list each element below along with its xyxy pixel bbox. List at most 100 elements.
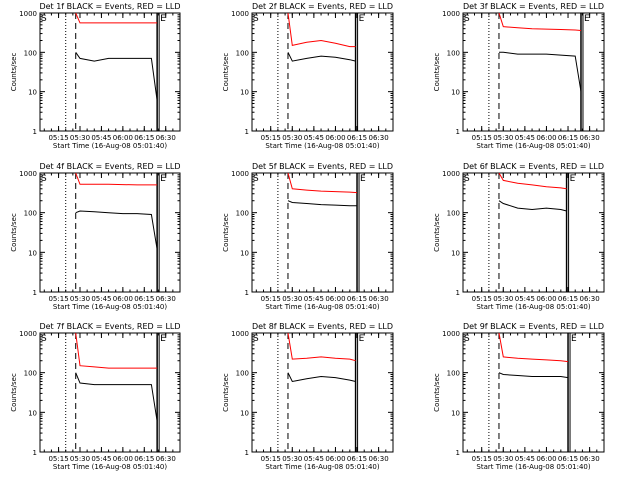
lld-series-line xyxy=(498,333,569,363)
x-axis-label: Start Time (16-Aug-08 05:01:40) xyxy=(53,303,167,311)
y-tick-label: 100 xyxy=(447,49,460,57)
x-axis-label: Start Time (16-Aug-08 05:01:40) xyxy=(265,303,379,311)
x-tick-label: 06:30 xyxy=(156,134,176,142)
y-axis-label: Counts/sec xyxy=(433,53,441,92)
y-tick-label: 100 xyxy=(236,210,249,218)
x-tick-label: 06:15 xyxy=(347,295,367,303)
x-tick-label: 05:30 xyxy=(282,295,302,303)
lld-series-line xyxy=(287,333,356,362)
y-tick-label: 1 xyxy=(245,449,249,457)
y-tick-label: 1 xyxy=(456,128,460,136)
y-tick-label: 10 xyxy=(240,249,249,257)
y-axis-label: Counts/sec xyxy=(10,53,18,92)
panel-title: Det 1f BLACK = Events, RED = LLD xyxy=(39,2,180,11)
y-tick-label: 10 xyxy=(451,89,460,97)
lld-series-line xyxy=(75,173,158,186)
y-tick-label: 100 xyxy=(24,210,37,218)
y-tick-label: 1 xyxy=(456,289,460,297)
x-tick-label: 06:00 xyxy=(113,455,133,463)
start-marker-label: S xyxy=(41,174,47,184)
x-tick-label: 05:45 xyxy=(304,134,324,142)
y-tick-label: 10 xyxy=(28,249,37,257)
y-tick-label: 1000 xyxy=(442,330,460,338)
x-tick-label: 05:15 xyxy=(472,295,492,303)
events-series-line xyxy=(499,51,582,92)
plot-frame xyxy=(462,172,605,293)
x-tick-label: 05:45 xyxy=(91,295,111,303)
x-tick-label: 06:00 xyxy=(536,295,556,303)
y-tick-label: 100 xyxy=(236,49,249,57)
y-axis-label: Counts/sec xyxy=(222,213,230,252)
x-axis-label: Start Time (16-Aug-08 05:01:40) xyxy=(265,142,379,150)
events-series-line xyxy=(498,372,569,379)
y-tick-label: 10 xyxy=(28,89,37,97)
x-axis-label: Start Time (16-Aug-08 05:01:40) xyxy=(476,303,590,311)
plot-frame xyxy=(462,332,605,453)
y-axis-label: Counts/sec xyxy=(222,53,230,92)
x-tick-label: 06:30 xyxy=(156,295,176,303)
events-series-line xyxy=(287,52,356,62)
x-tick-label: 05:45 xyxy=(91,134,111,142)
x-tick-label: 06:30 xyxy=(369,295,389,303)
y-tick-label: 1000 xyxy=(19,10,37,18)
start-marker-label: S xyxy=(464,334,470,344)
start-marker-label: S xyxy=(41,14,47,24)
y-tick-label: 10 xyxy=(451,249,460,257)
start-marker-label: S xyxy=(464,174,470,184)
y-tick-label: 100 xyxy=(24,49,37,57)
start-marker-label: S xyxy=(41,334,47,344)
events-series-line xyxy=(75,52,158,101)
y-tick-label: 10 xyxy=(28,409,37,417)
y-tick-label: 100 xyxy=(24,370,37,378)
x-axis-label: Start Time (16-Aug-08 05:01:40) xyxy=(53,463,167,471)
x-tick-label: 05:15 xyxy=(48,455,68,463)
start-marker-label: S xyxy=(253,14,259,24)
x-tick-label: 05:30 xyxy=(70,455,90,463)
lld-series-line xyxy=(75,333,158,369)
x-tick-label: 06:00 xyxy=(536,134,556,142)
events-series-line xyxy=(287,200,357,207)
y-tick-label: 1 xyxy=(33,289,37,297)
y-tick-label: 10 xyxy=(240,89,249,97)
panel-title: Det 6f BLACK = Events, RED = LLD xyxy=(463,162,604,171)
y-axis-label: Counts/sec xyxy=(433,213,441,252)
x-tick-label: 05:45 xyxy=(304,455,324,463)
y-tick-label: 1 xyxy=(245,289,249,297)
panel-6: Det 6f BLACK = Events, RED = LLD 1 10 100 10… xyxy=(433,162,605,311)
panel-5: Det 5f BLACK = Events, RED = LLD 1 10 100 10… xyxy=(222,162,394,311)
x-tick-label: 06:15 xyxy=(347,134,367,142)
lld-series-line xyxy=(498,13,582,31)
lld-series-line xyxy=(287,173,358,194)
panel-9: Det 9f BLACK = Events, RED = LLD 1 10 100 10… xyxy=(433,322,605,471)
x-tick-label: 06:15 xyxy=(347,455,367,463)
panel-title: Det 2f BLACK = Events, RED = LLD xyxy=(252,2,393,11)
panel-7: Det 7f BLACK = Events, RED = LLD 1 10 100 10… xyxy=(10,322,181,471)
x-tick-label: 05:15 xyxy=(261,295,281,303)
start-marker-label: S xyxy=(464,14,470,24)
events-series-line xyxy=(75,372,158,422)
x-tick-label: 06:00 xyxy=(325,134,345,142)
end-marker-label: E xyxy=(360,174,366,184)
x-tick-label: 06:15 xyxy=(558,455,578,463)
lld-series-line xyxy=(287,13,356,48)
panel-title: Det 8f BLACK = Events, RED = LLD xyxy=(252,322,393,331)
events-series-line xyxy=(287,372,356,383)
y-tick-label: 10 xyxy=(451,409,460,417)
plot-frame xyxy=(251,332,394,453)
events-series-line xyxy=(498,200,567,212)
x-tick-label: 05:30 xyxy=(493,134,513,142)
y-tick-label: 1000 xyxy=(19,330,37,338)
x-tick-label: 06:30 xyxy=(369,455,389,463)
y-tick-label: 1000 xyxy=(442,170,460,178)
x-tick-label: 06:30 xyxy=(369,134,389,142)
x-tick-label: 06:00 xyxy=(325,295,345,303)
x-tick-label: 06:30 xyxy=(580,295,600,303)
x-tick-label: 05:30 xyxy=(493,455,513,463)
y-axis-label: Counts/sec xyxy=(222,373,230,412)
end-marker-label: E xyxy=(160,14,166,24)
x-tick-label: 06:15 xyxy=(558,134,578,142)
x-tick-label: 05:30 xyxy=(282,455,302,463)
panel-title: Det 3f BLACK = Events, RED = LLD xyxy=(463,2,604,11)
